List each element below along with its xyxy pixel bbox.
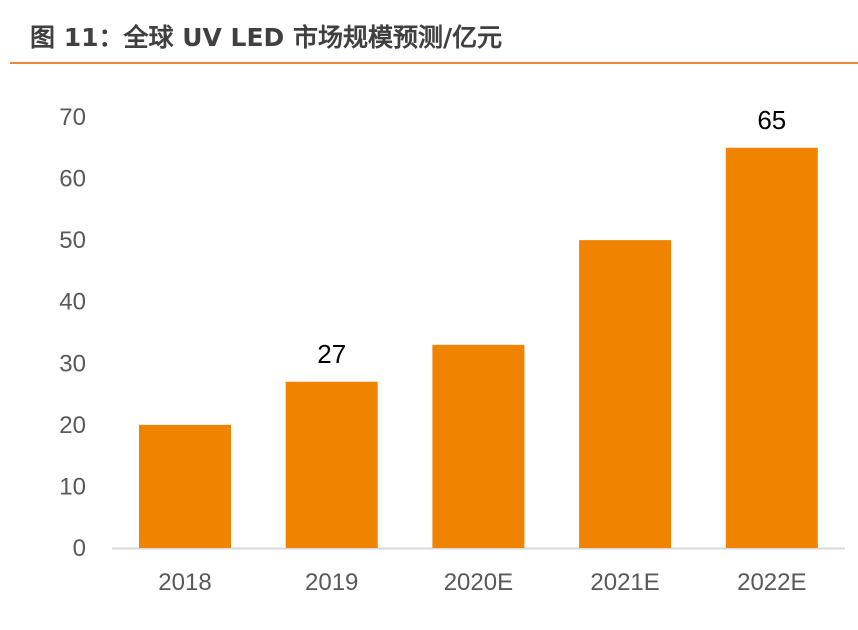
bar-2021E: [579, 240, 672, 548]
title-divider: [10, 62, 858, 64]
y-tick-label: 30: [59, 350, 86, 377]
bar-2019: [285, 381, 378, 548]
bar-2022E: [725, 147, 818, 549]
x-tick-label: 2022E: [737, 569, 806, 596]
x-tick-label: 2021E: [590, 569, 659, 596]
bar-2020E: [432, 344, 525, 548]
x-tick-label: 2020E: [444, 569, 513, 596]
x-tick-label: 2019: [305, 569, 358, 596]
chart-title: 图 11：全球 UV LED 市场规模预测/亿元: [30, 23, 503, 52]
y-tick-label: 20: [59, 412, 86, 439]
y-tick-label: 40: [59, 289, 86, 316]
y-tick-label: 60: [59, 166, 86, 193]
y-tick-label: 50: [59, 227, 86, 254]
data-label: 27: [317, 339, 346, 369]
y-tick-label: 0: [73, 535, 86, 562]
y-tick-label: 70: [59, 104, 86, 131]
data-label: 65: [757, 105, 786, 135]
bar-2018: [139, 424, 231, 548]
y-tick-label: 10: [59, 473, 86, 500]
x-tick-label: 2018: [158, 569, 211, 596]
